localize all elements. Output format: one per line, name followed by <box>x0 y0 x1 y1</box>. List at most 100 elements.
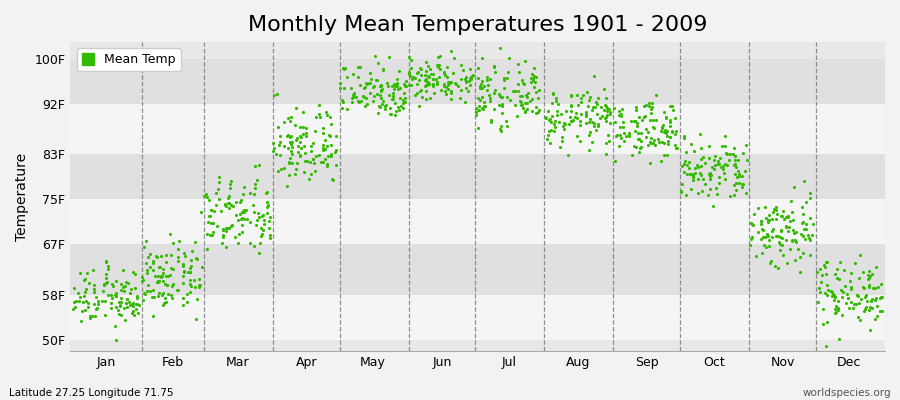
Point <box>649 117 663 123</box>
Point <box>214 208 229 214</box>
Point <box>184 283 198 289</box>
Point <box>86 289 101 296</box>
Point <box>345 99 359 106</box>
Point <box>336 99 350 105</box>
Point <box>731 168 745 174</box>
Point <box>835 294 850 300</box>
Point <box>859 292 873 298</box>
Point <box>783 246 797 252</box>
Point <box>545 90 560 96</box>
Point <box>149 279 164 285</box>
Point <box>420 82 435 88</box>
Point <box>471 125 485 131</box>
Point <box>402 54 417 60</box>
Point <box>114 295 129 302</box>
Point <box>283 134 297 140</box>
Point <box>543 116 557 122</box>
Point <box>472 102 486 109</box>
Point <box>469 105 483 112</box>
Point <box>540 136 554 142</box>
Point <box>759 215 773 222</box>
Point <box>668 131 682 138</box>
Point <box>78 286 93 292</box>
Point <box>727 161 742 168</box>
Point <box>153 273 167 279</box>
Point <box>584 107 598 113</box>
Point <box>730 174 744 180</box>
Point <box>324 121 338 127</box>
Point <box>104 291 118 298</box>
Point <box>193 282 207 289</box>
Point <box>627 118 642 124</box>
Point <box>216 232 230 238</box>
Point <box>515 102 529 108</box>
Point <box>262 218 276 225</box>
Point <box>499 118 513 124</box>
Point <box>117 305 131 312</box>
Point <box>726 145 741 151</box>
Point <box>203 206 218 213</box>
Point <box>863 304 878 311</box>
Point <box>778 214 793 220</box>
Point <box>731 156 745 163</box>
Point <box>633 144 647 151</box>
Point <box>554 138 569 144</box>
Point <box>862 282 877 288</box>
Point <box>131 302 146 308</box>
Point <box>590 123 605 130</box>
Point <box>206 208 220 215</box>
Point <box>820 282 834 289</box>
Point <box>686 173 700 180</box>
Point <box>819 259 833 266</box>
Point <box>200 231 214 237</box>
Point <box>117 288 131 295</box>
Point <box>702 170 716 177</box>
Point <box>130 293 144 299</box>
Point <box>843 299 858 306</box>
Point <box>433 66 447 72</box>
Point <box>373 104 387 110</box>
Point <box>143 288 157 294</box>
Point <box>219 244 233 250</box>
Point <box>410 81 424 88</box>
Point <box>648 92 662 98</box>
Point <box>587 120 601 127</box>
Point <box>457 76 472 83</box>
Point <box>862 307 877 314</box>
Point <box>123 286 138 292</box>
Point <box>166 281 181 288</box>
Point <box>500 69 515 75</box>
Point <box>412 77 427 84</box>
Point <box>98 279 112 286</box>
Point <box>363 90 377 97</box>
Point <box>817 290 832 296</box>
Point <box>770 265 785 272</box>
Point <box>441 82 455 88</box>
Point <box>471 95 485 101</box>
Point <box>190 256 204 263</box>
Point <box>803 195 817 202</box>
Point <box>564 93 579 99</box>
Point <box>246 202 260 208</box>
Point <box>350 98 365 104</box>
Point <box>716 165 730 172</box>
Point <box>564 103 579 110</box>
Point <box>548 124 562 130</box>
Point <box>122 302 137 308</box>
Point <box>189 316 203 322</box>
Point <box>220 195 235 201</box>
Point <box>819 271 833 278</box>
Point <box>718 143 733 149</box>
Point <box>598 139 613 146</box>
Point <box>379 101 393 108</box>
Point <box>694 144 708 151</box>
Point <box>643 103 657 109</box>
Point <box>76 292 91 299</box>
Point <box>374 82 388 88</box>
Point <box>223 202 238 208</box>
Point <box>232 230 247 237</box>
Point <box>388 100 402 106</box>
Point <box>221 225 236 231</box>
Point <box>625 152 639 158</box>
Point <box>146 313 160 320</box>
